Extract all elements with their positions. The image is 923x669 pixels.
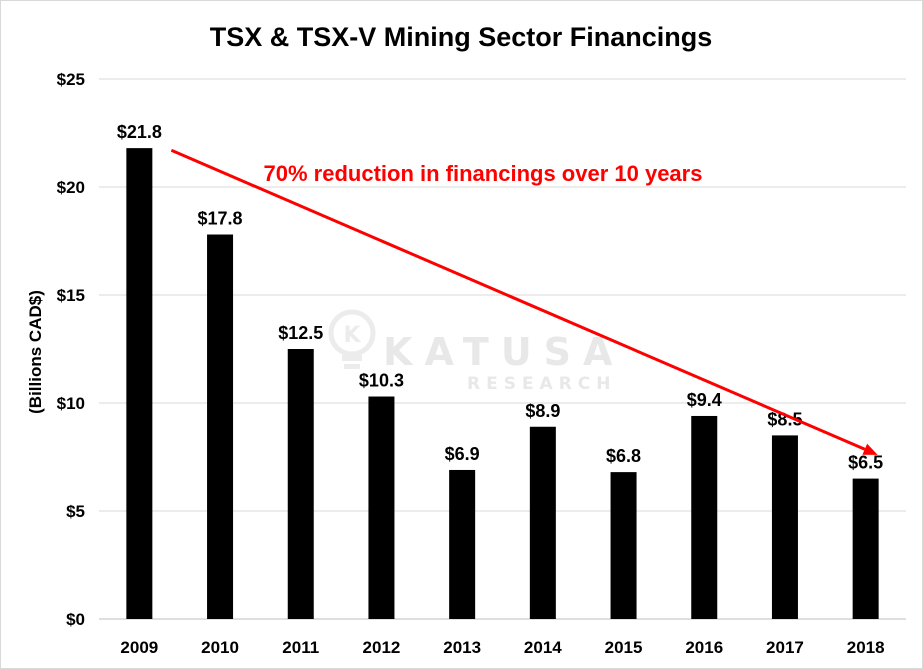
bar-2009 — [126, 148, 153, 619]
bar-2015 — [610, 472, 637, 619]
bar-2017 — [771, 435, 798, 619]
bar-2016 — [691, 415, 718, 619]
lightbulb-logo-icon: K — [328, 309, 376, 369]
bar-2010 — [207, 234, 234, 619]
bar-2013 — [449, 469, 476, 619]
trend-annotation: 70% reduction in financings over 10 year… — [170, 148, 878, 455]
data-label-2018: $6.5 — [848, 453, 883, 473]
y-tick-label: $15 — [57, 286, 85, 305]
bar-2014 — [529, 426, 556, 619]
trend-annotation-text: 70% reduction in financings over 10 year… — [264, 161, 703, 186]
data-label-2010: $17.8 — [198, 209, 243, 229]
bar-2011 — [287, 349, 314, 619]
svg-text:K: K — [343, 323, 361, 348]
data-label-2015: $6.8 — [606, 446, 641, 466]
x-tick-label: 2011 — [282, 638, 319, 657]
bar-2018 — [852, 478, 879, 619]
data-label-2013: $6.9 — [445, 444, 480, 464]
x-tick-label: 2016 — [685, 638, 723, 657]
data-label-2016: $9.4 — [687, 390, 722, 410]
trend-arrow-line — [170, 148, 866, 451]
watermark-subtitle: RESEARCH — [467, 374, 617, 394]
arrow-head-icon — [862, 443, 878, 455]
chart-title: TSX & TSX-V Mining Sector Financings — [210, 22, 713, 52]
x-tick-label: 2012 — [363, 638, 401, 657]
data-label-2017: $8.5 — [767, 409, 802, 429]
y-tick-label: $0 — [66, 610, 85, 629]
data-label-2014: $8.9 — [525, 401, 560, 421]
y-tick-label: $10 — [57, 394, 85, 413]
x-tick-label: 2014 — [524, 638, 562, 657]
x-axis-ticks: 2009 2010 2011 2012 2013 2014 2015 2016 2017 2018 — [120, 638, 884, 657]
y-tick-label: $5 — [66, 502, 85, 521]
x-tick-label: 2013 — [443, 638, 481, 657]
gridlines — [99, 78, 906, 620]
y-tick-label: $25 — [57, 70, 85, 89]
katusa-watermark: K KATUSA RESEARCH — [328, 309, 624, 394]
data-labels: $21.8 $17.8 $12.5 $10.3 $6.9 $8.9 $6.8 $9.4 $8.5… — [117, 122, 883, 472]
data-label-2009: $21.8 — [117, 122, 162, 142]
y-axis-label: (Billions CAD$) — [26, 290, 45, 414]
bar-2012 — [368, 396, 395, 619]
watermark-title: KATUSA — [383, 330, 624, 374]
x-tick-label: 2009 — [120, 638, 158, 657]
y-tick-label: $20 — [57, 178, 85, 197]
x-tick-label: 2010 — [201, 638, 239, 657]
bars — [126, 148, 879, 619]
y-axis-ticks: $0 $5 $10 $15 $20 $25 — [57, 70, 85, 629]
data-label-2011: $12.5 — [278, 323, 323, 343]
x-tick-label: 2017 — [766, 638, 804, 657]
x-tick-label: 2015 — [605, 638, 643, 657]
x-tick-label: 2018 — [847, 638, 885, 657]
data-label-2012: $10.3 — [359, 371, 404, 391]
